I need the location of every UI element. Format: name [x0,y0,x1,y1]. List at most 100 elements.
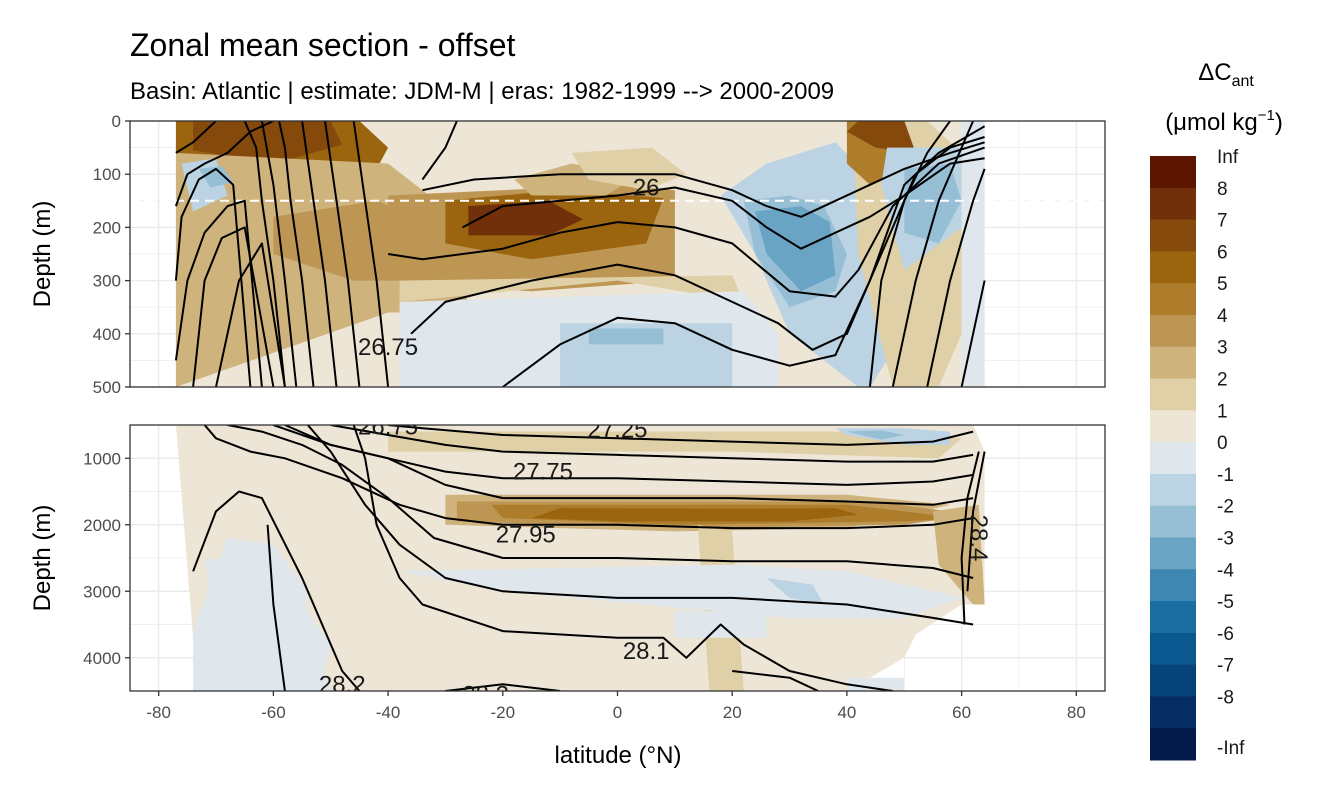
legend-title-main: ΔC [1198,59,1231,86]
field-region [388,431,962,459]
legend-label: -Inf [1217,738,1245,759]
density-contour [278,121,315,387]
legend-title: ΔCant [1198,59,1254,90]
legend-label: 1 [1217,401,1228,422]
field-region [193,121,343,164]
legend-label: 8 [1217,179,1228,200]
legend-swatch [1150,283,1196,316]
legend-label: -1 [1217,465,1234,486]
upper-panel-contour-labels: 26 26.75 [358,175,659,362]
upper-panel-border [129,120,1106,388]
legend-unit-close: ) [1275,109,1283,136]
contour-label: 28.4 [965,515,992,562]
density-contour [174,167,252,387]
lower-panel: 26.75 27.25 27.75 27.95 28.1 28.2 28.2 28.4 100… [83,413,1106,708]
density-contour [215,242,286,387]
legend-title-subscript: ant [1232,73,1255,90]
x-axis: -80 -60 -40 -20 0 20 40 60 80 [146,691,1086,722]
density-contour [174,121,274,207]
density-contour [960,280,986,387]
field-region [588,328,664,345]
legend-swatch [1150,664,1196,697]
x-tick-label: -20 [491,703,516,722]
y-tick-label: 200 [93,218,121,237]
legend-swatch [1150,378,1196,411]
upper-panel-fill [175,121,985,387]
upper-panel-y-axis: 0 100 200 300 400 500 [93,112,130,397]
density-contour [422,141,985,218]
field-region [204,558,331,691]
density-contour [175,121,217,154]
legend-unit-text: (μmol kg [1165,109,1258,136]
density-contour [260,121,298,387]
legend-label: 3 [1217,338,1228,359]
legend-unit: (μmol kg−1) [1165,107,1283,136]
density-contour [227,425,974,579]
y-tick-label: 100 [93,165,121,184]
legend-swatch [1150,219,1196,252]
density-contour [307,425,974,626]
legend-swatch [1150,156,1196,189]
contour-label: 27.75 [513,459,573,486]
contour-label: 28.1 [623,638,670,665]
contour-label: 26.75 [358,334,418,361]
density-contour [330,425,974,463]
density-contour [926,168,986,387]
field-region [198,166,234,188]
density-contour [421,121,458,181]
legend-swatches [1150,156,1196,761]
lower-y-axis-title: Depth (m) [29,505,56,612]
y-tick-label: 1000 [83,449,121,468]
legend-unit-superscript: −1 [1258,107,1275,124]
contour-label: 28.2 [319,671,366,698]
legend-label: -5 [1217,592,1234,613]
density-contour [174,199,263,387]
contour-label: 26.75 [358,413,418,440]
legend-swatch [1150,473,1196,507]
legend-swatch [1150,346,1196,380]
legend-label: 6 [1217,242,1228,263]
legend-swatch [1150,728,1196,761]
legend-swatch [1150,314,1196,348]
legend-label: 4 [1217,306,1228,327]
lower-panel-y-axis: 1000 2000 3000 4000 [83,449,130,668]
colorbar-legend: ΔCant (μmol kg−1) Inf 8 7 6 5 4 3 2 1 0 -1 -2 -3 -4 -5… [1150,59,1283,761]
legend-label: -3 [1217,528,1234,549]
density-contour [203,425,974,530]
x-tick-label: 80 [1067,703,1086,722]
x-tick-label: 60 [952,703,971,722]
chart-subtitle: Basin: Atlantic | estimate: JDM-M | eras… [130,78,834,105]
density-contour [352,121,390,387]
legend-label: Inf [1217,147,1239,168]
density-contour [891,121,975,387]
density-contour [192,226,275,387]
contour-label: 28.2 [462,681,509,708]
legend-label: -8 [1217,687,1234,708]
field-region [399,275,744,302]
x-tick-label: -40 [376,703,401,722]
density-contour [868,121,951,387]
y-tick-label: 300 [93,272,121,291]
y-tick-label: 500 [93,378,121,397]
legend-label: -4 [1217,560,1234,581]
upper-panel: 26 26.75 0 100 200 300 400 500 [93,112,1106,397]
x-tick-label: -60 [261,703,286,722]
field-region [846,430,905,440]
density-contour [273,425,974,486]
density-contour [243,121,286,387]
legend-swatch [1150,632,1196,666]
legend-label: 7 [1217,211,1228,232]
contour-label: 27.95 [496,522,556,549]
x-tick-label: -80 [146,703,171,722]
upper-y-axis-title: Depth (m) [29,201,56,308]
x-tick-label: 40 [837,703,856,722]
x-axis-title: latitude (°N) [555,742,682,769]
legend-swatch [1150,537,1196,570]
y-tick-label: 0 [112,112,121,131]
field-region [531,508,859,522]
contour-label: 26 [633,175,660,202]
legend-labels: Inf 8 7 6 5 4 3 2 1 0 -1 -2 -3 -4 -5 -6 -7 -8 -Inf [1217,147,1245,759]
y-tick-label: 2000 [83,516,121,535]
upper-panel-contours [174,121,986,387]
density-contour [445,683,561,691]
